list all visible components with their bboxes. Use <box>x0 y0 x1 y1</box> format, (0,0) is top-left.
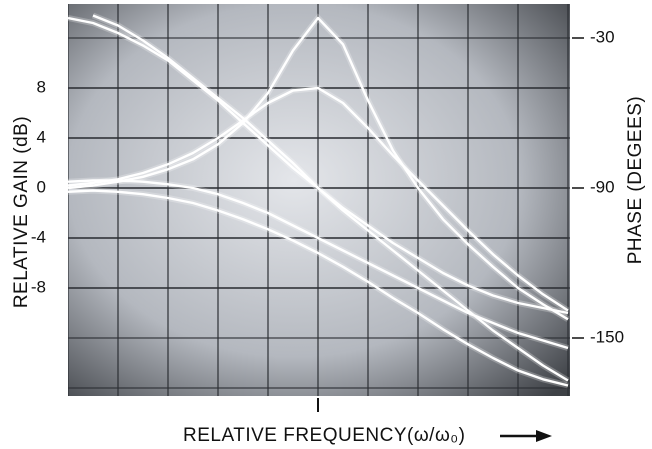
y-tick-label: 8 <box>37 77 46 96</box>
y-tick-label: -4 <box>31 227 46 246</box>
y-axis-title: RELATIVE GAIN (dB) <box>11 116 32 308</box>
trace <box>68 86 569 312</box>
x-arrow <box>500 430 552 442</box>
scope-screen <box>68 4 570 396</box>
trace <box>68 179 569 350</box>
x-axis-title: RELATIVE FREQUENCY(ω/ω₀) <box>183 425 466 446</box>
line-layer <box>68 12 570 389</box>
trace <box>68 16 569 321</box>
y2-tick-label: -150 <box>590 327 624 346</box>
y2-axis-title: PHASE (DEGEES) <box>625 96 646 265</box>
y2-tick-label: -30 <box>590 27 615 46</box>
y-tick-label: 4 <box>37 127 46 146</box>
y-tick-label: -8 <box>31 277 46 296</box>
y-tick-label: 0 <box>37 177 46 196</box>
trace <box>68 16 569 315</box>
y2-tick-label: -90 <box>590 177 615 196</box>
trace <box>68 189 569 387</box>
